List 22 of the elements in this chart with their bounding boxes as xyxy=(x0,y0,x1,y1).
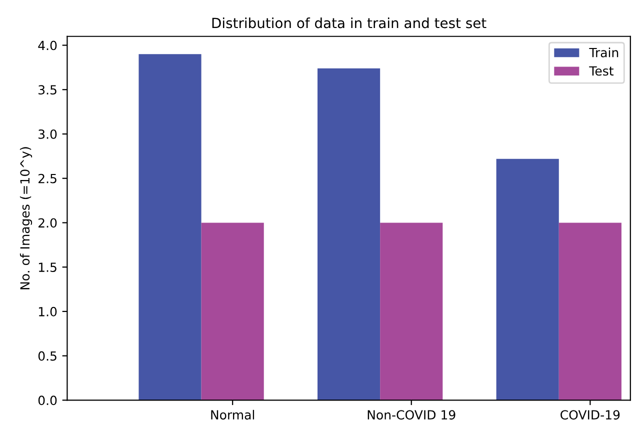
bar xyxy=(201,222,264,400)
bar xyxy=(380,222,443,400)
bar xyxy=(138,54,202,400)
bar xyxy=(318,68,380,400)
x-tick-label: COVID-19 xyxy=(560,410,620,420)
x-tick-label: Non-COVID 19 xyxy=(368,410,456,420)
y-tick-label: 0.0 xyxy=(38,396,57,406)
legend-label: Test xyxy=(589,66,614,76)
chart-title: Distribution of data in train and test set xyxy=(212,17,486,28)
bar xyxy=(558,222,622,400)
y-axis-title: No. of Images (=10^y) xyxy=(20,147,32,290)
x-tick-label: Normal xyxy=(211,410,254,420)
legend-label: Train xyxy=(589,48,618,58)
bar xyxy=(496,158,559,400)
y-tick-label: 0.5 xyxy=(38,351,56,361)
y-tick-label: 3.5 xyxy=(38,85,56,95)
y-tick-label: 2.5 xyxy=(38,174,56,184)
y-tick-label: 2.0 xyxy=(38,218,57,228)
y-tick-label: 1.0 xyxy=(38,306,57,316)
y-tick-label: 3.0 xyxy=(38,129,57,139)
y-tick-label: 1.5 xyxy=(38,262,56,272)
y-tick-label: 4.0 xyxy=(38,40,57,50)
